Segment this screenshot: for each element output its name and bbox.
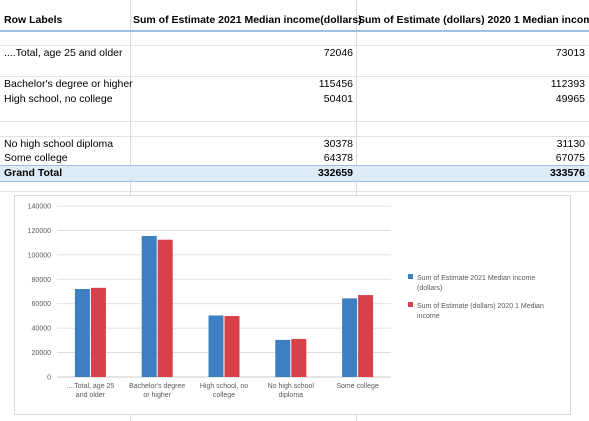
- legend-swatch: [408, 302, 413, 307]
- pivot-header-row: Row Labels Sum of Estimate 2021 Median i…: [0, 8, 589, 32]
- row-value-2021: 72046: [323, 47, 353, 59]
- x-category-label: Bachelor's degree: [129, 383, 185, 390]
- row-value-2020: 67075: [555, 152, 585, 164]
- y-tick-label: 140000: [28, 204, 51, 211]
- legend-label: Sum of Estimate 2021 Median income: [417, 275, 535, 282]
- row-label: Some college: [4, 152, 68, 164]
- col1-header[interactable]: Sum of Estimate 2021 Median income(dolla…: [133, 14, 362, 26]
- grand-total-2020: 333576: [549, 167, 585, 179]
- y-tick-label: 40000: [32, 326, 52, 333]
- row-labels-header[interactable]: Row Labels: [4, 14, 63, 26]
- y-tick-label: 80000: [32, 277, 52, 284]
- legend-swatch: [408, 274, 413, 279]
- y-tick-label: 60000: [32, 301, 52, 308]
- bar-2020: [224, 315, 240, 377]
- bar-2021: [342, 298, 358, 377]
- row-divider: [0, 121, 589, 122]
- col2-header[interactable]: Sum of Estimate (dollars) 2020 1 Median …: [358, 14, 589, 26]
- x-category-label: ....Total, age 25: [66, 383, 114, 390]
- x-category-label: college: [213, 392, 235, 399]
- row-value-2021: 50401: [323, 93, 353, 105]
- grand-total-row[interactable]: Grand Total 332659 333576: [0, 165, 589, 182]
- bar-2021: [275, 339, 291, 377]
- row-value-2020: 112393: [550, 78, 585, 90]
- bar-2021: [74, 289, 90, 377]
- bar-2020: [157, 239, 173, 377]
- legend-label: income: [417, 313, 440, 320]
- bar-2020: [358, 295, 374, 377]
- row-divider: [0, 76, 589, 77]
- pivot-row[interactable]: No high school diploma 30378 31130: [0, 137, 589, 152]
- row-value-2020: 73013: [555, 47, 585, 59]
- row-divider: [0, 191, 589, 192]
- x-category-label: High school, no: [200, 383, 248, 390]
- legend-label: Sum of Estimate (dollars) 2020 1 Median: [417, 303, 544, 310]
- y-tick-label: 20000: [32, 350, 52, 357]
- chart-canvas: 0 20000 40000 60000 80000 100000 120000 140000.…: [28, 204, 544, 400]
- row-value-2020: 49965: [555, 93, 585, 105]
- row-divider: [0, 45, 589, 46]
- pivot-row[interactable]: ....Total, age 25 and older 72046 73013: [0, 46, 589, 61]
- y-tick-label: 100000: [28, 252, 51, 259]
- bar-2020: [291, 338, 307, 377]
- row-label: High school, no college: [4, 93, 113, 105]
- pivot-row[interactable]: Bachelor's degree or higher 115456 11239…: [0, 77, 589, 92]
- grand-total-label: Grand Total: [4, 167, 63, 179]
- x-category-label: Some college: [336, 383, 379, 390]
- row-value-2021: 115456: [318, 78, 353, 90]
- grand-total-2021: 332659: [317, 167, 353, 179]
- pivot-row[interactable]: High school, no college 50401 49965: [0, 92, 589, 107]
- x-category-label: diploma: [279, 392, 304, 399]
- bar-2021: [141, 235, 157, 377]
- x-category-label: and older: [76, 392, 106, 399]
- row-label: No high school diploma: [4, 138, 114, 150]
- pivot-chart[interactable]: 0 20000 40000 60000 80000 100000 120000 140000.…: [14, 195, 571, 415]
- row-label: ....Total, age 25 and older: [4, 47, 123, 59]
- row-value-2021: 64378: [323, 152, 353, 164]
- pivot-row[interactable]: Some college 64378 67075: [0, 151, 589, 166]
- x-category-label: or higher: [143, 392, 171, 399]
- bar-2021: [208, 315, 224, 377]
- bar-2020: [90, 287, 106, 377]
- y-tick-label: 120000: [28, 228, 51, 235]
- row-label: Bachelor's degree or higher: [4, 78, 133, 90]
- x-category-label: No high school: [268, 383, 315, 390]
- row-divider: [0, 136, 589, 137]
- row-value-2021: 30378: [323, 138, 353, 150]
- y-tick-label: 0: [47, 375, 51, 382]
- row-value-2020: 31130: [556, 138, 585, 150]
- legend-label: (dollars): [417, 285, 442, 292]
